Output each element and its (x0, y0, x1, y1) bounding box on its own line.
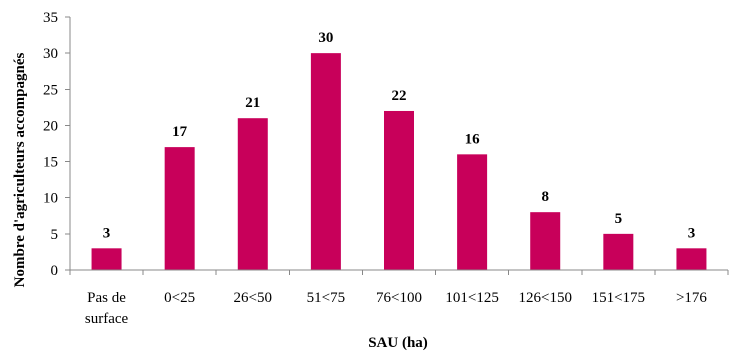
x-tick-label: 0<25 (164, 290, 195, 306)
x-tick-label: 51<75 (307, 290, 345, 306)
bar (603, 233, 634, 270)
bar-data-labels: 3 17 21 30 22 16 8 5 3 (103, 30, 695, 241)
bar-data-label: 3 (103, 225, 111, 241)
bar (310, 53, 341, 271)
x-tick-label: 76<100 (376, 290, 422, 306)
bar-data-label: 21 (245, 95, 260, 111)
bar (457, 154, 488, 270)
x-tick-label: Pas de surface (85, 290, 129, 327)
x-tick-label: >176 (676, 290, 707, 306)
bar (164, 147, 195, 270)
y-axis-ticks: 0 5 10 15 20 25 30 35 (43, 10, 70, 279)
y-tick-label: 5 (51, 227, 59, 243)
bar (91, 248, 122, 270)
bar-data-label: 8 (541, 189, 549, 205)
y-tick-label: 25 (43, 82, 58, 98)
x-tick-label: 26<50 (234, 290, 272, 306)
bar-data-label: 3 (688, 225, 696, 241)
bar (530, 212, 561, 270)
y-axis-title: Nombre d'agriculteurs accompagnés (12, 52, 28, 287)
bars (91, 53, 707, 271)
y-tick-label: 30 (43, 46, 58, 62)
bar (676, 248, 707, 270)
y-tick-label: 10 (43, 191, 58, 207)
y-tick-label: 20 (43, 118, 58, 134)
x-tick-label: 101<125 (445, 290, 498, 306)
bar-data-label: 22 (392, 88, 407, 104)
bar (237, 118, 268, 270)
bar-data-label: 5 (615, 211, 623, 227)
x-tick-label: 151<175 (592, 290, 645, 306)
y-tick-label: 15 (43, 155, 58, 171)
bar-data-label: 17 (172, 124, 188, 140)
x-axis-title: SAU (ha) (368, 335, 428, 351)
bar (384, 110, 414, 270)
bar-data-label: 30 (318, 30, 333, 46)
y-tick-label: 35 (43, 10, 58, 26)
x-axis-tick-labels: Pas de surface 0<25 26<50 51<75 76<100 101<125… (69, 270, 729, 327)
x-tick-label: 126<150 (518, 290, 571, 306)
bar-data-label: 16 (465, 131, 481, 147)
y-tick-label: 0 (51, 263, 59, 279)
